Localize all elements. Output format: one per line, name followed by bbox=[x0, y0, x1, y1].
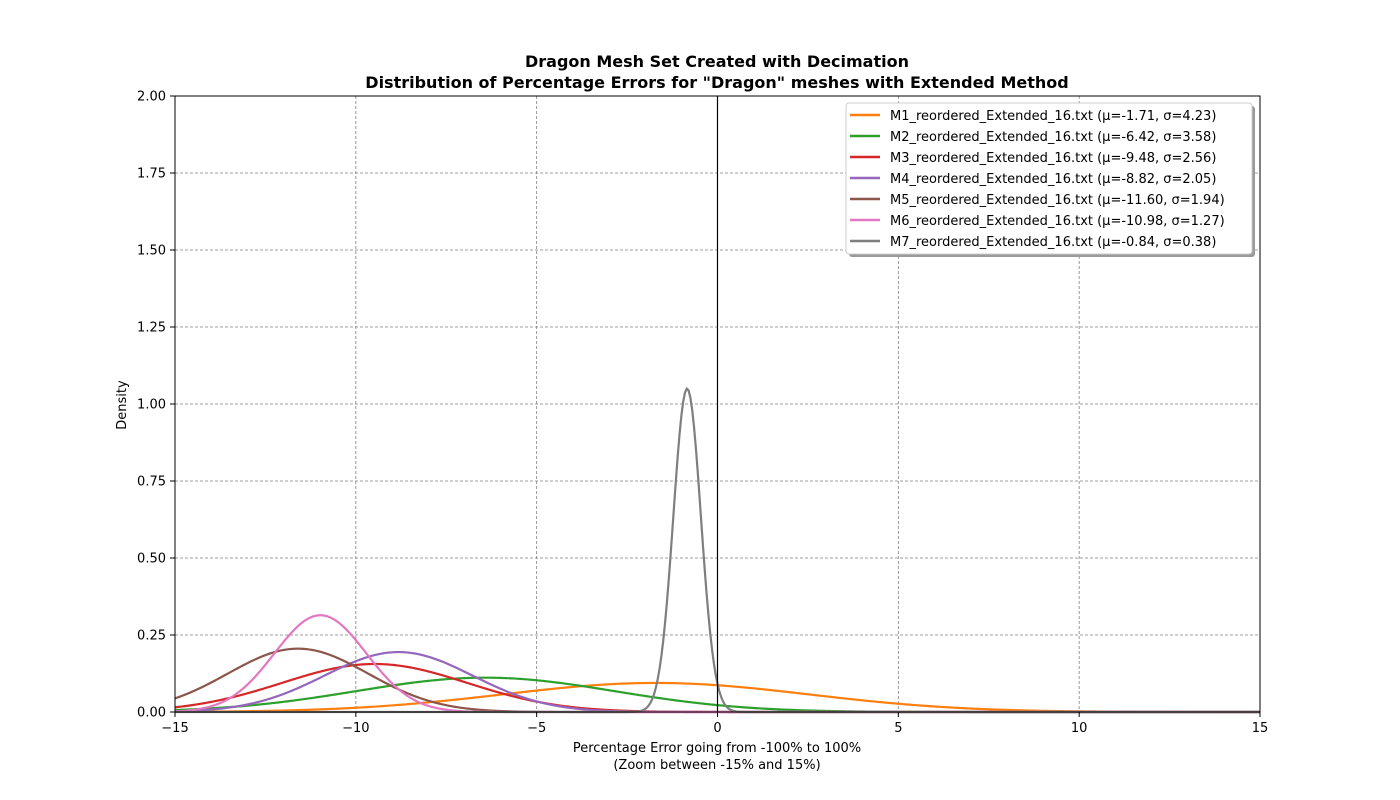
x-tick-label: 10 bbox=[1071, 721, 1088, 736]
legend: M1_reordered_Extended_16.txt (μ=-1.71, σ… bbox=[845, 102, 1255, 257]
legend-label-m7: M7_reordered_Extended_16.txt (μ=-0.84, σ… bbox=[890, 235, 1216, 250]
legend-box bbox=[845, 102, 1253, 255]
chart-title: Dragon Mesh Set Created with Decimation bbox=[525, 52, 909, 71]
y-tick-label: 1.00 bbox=[137, 398, 166, 413]
y-tick-label: 1.50 bbox=[137, 244, 166, 259]
x-tick-label: 0 bbox=[713, 721, 721, 736]
x-tick-label: 15 bbox=[1252, 721, 1269, 736]
y-axis-label: Density bbox=[115, 380, 130, 430]
x-tick-label: −5 bbox=[527, 721, 546, 736]
x-tick-label: 5 bbox=[894, 721, 902, 736]
x-tick-label: −10 bbox=[342, 721, 369, 736]
x-axis-label: Percentage Error going from -100% to 100… bbox=[573, 741, 861, 756]
y-tick-label: 1.25 bbox=[137, 321, 166, 336]
legend-label-m5: M5_reordered_Extended_16.txt (μ=-11.60, … bbox=[890, 193, 1225, 208]
y-tick-label: 0.50 bbox=[137, 552, 166, 567]
y-tick-label: 2.00 bbox=[137, 90, 166, 105]
y-tick-label: 0.00 bbox=[137, 706, 166, 721]
legend-label-m6: M6_reordered_Extended_16.txt (μ=-10.98, … bbox=[890, 214, 1225, 229]
legend-label-m3: M3_reordered_Extended_16.txt (μ=-9.48, σ… bbox=[890, 151, 1216, 166]
x-tick-label: −15 bbox=[161, 721, 188, 736]
legend-label-m4: M4_reordered_Extended_16.txt (μ=-8.82, σ… bbox=[890, 172, 1216, 187]
y-tick-label: 0.75 bbox=[137, 475, 166, 490]
y-tick-label: 0.25 bbox=[137, 629, 166, 644]
x-axis-label-zoom: (Zoom between -15% and 15%) bbox=[613, 758, 820, 773]
legend-label-m2: M2_reordered_Extended_16.txt (μ=-6.42, σ… bbox=[890, 130, 1216, 145]
y-tick-label: 1.75 bbox=[137, 167, 166, 182]
axis-ticks: −15 −10 −5 0 5 10 15 0.00 0.25 0.50 0.75 1.00 1.25 1.… bbox=[137, 90, 1268, 737]
chart-subtitle: Distribution of Percentage Errors for "D… bbox=[365, 73, 1068, 92]
legend-label-m1: M1_reordered_Extended_16.txt (μ=-1.71, σ… bbox=[890, 109, 1216, 124]
